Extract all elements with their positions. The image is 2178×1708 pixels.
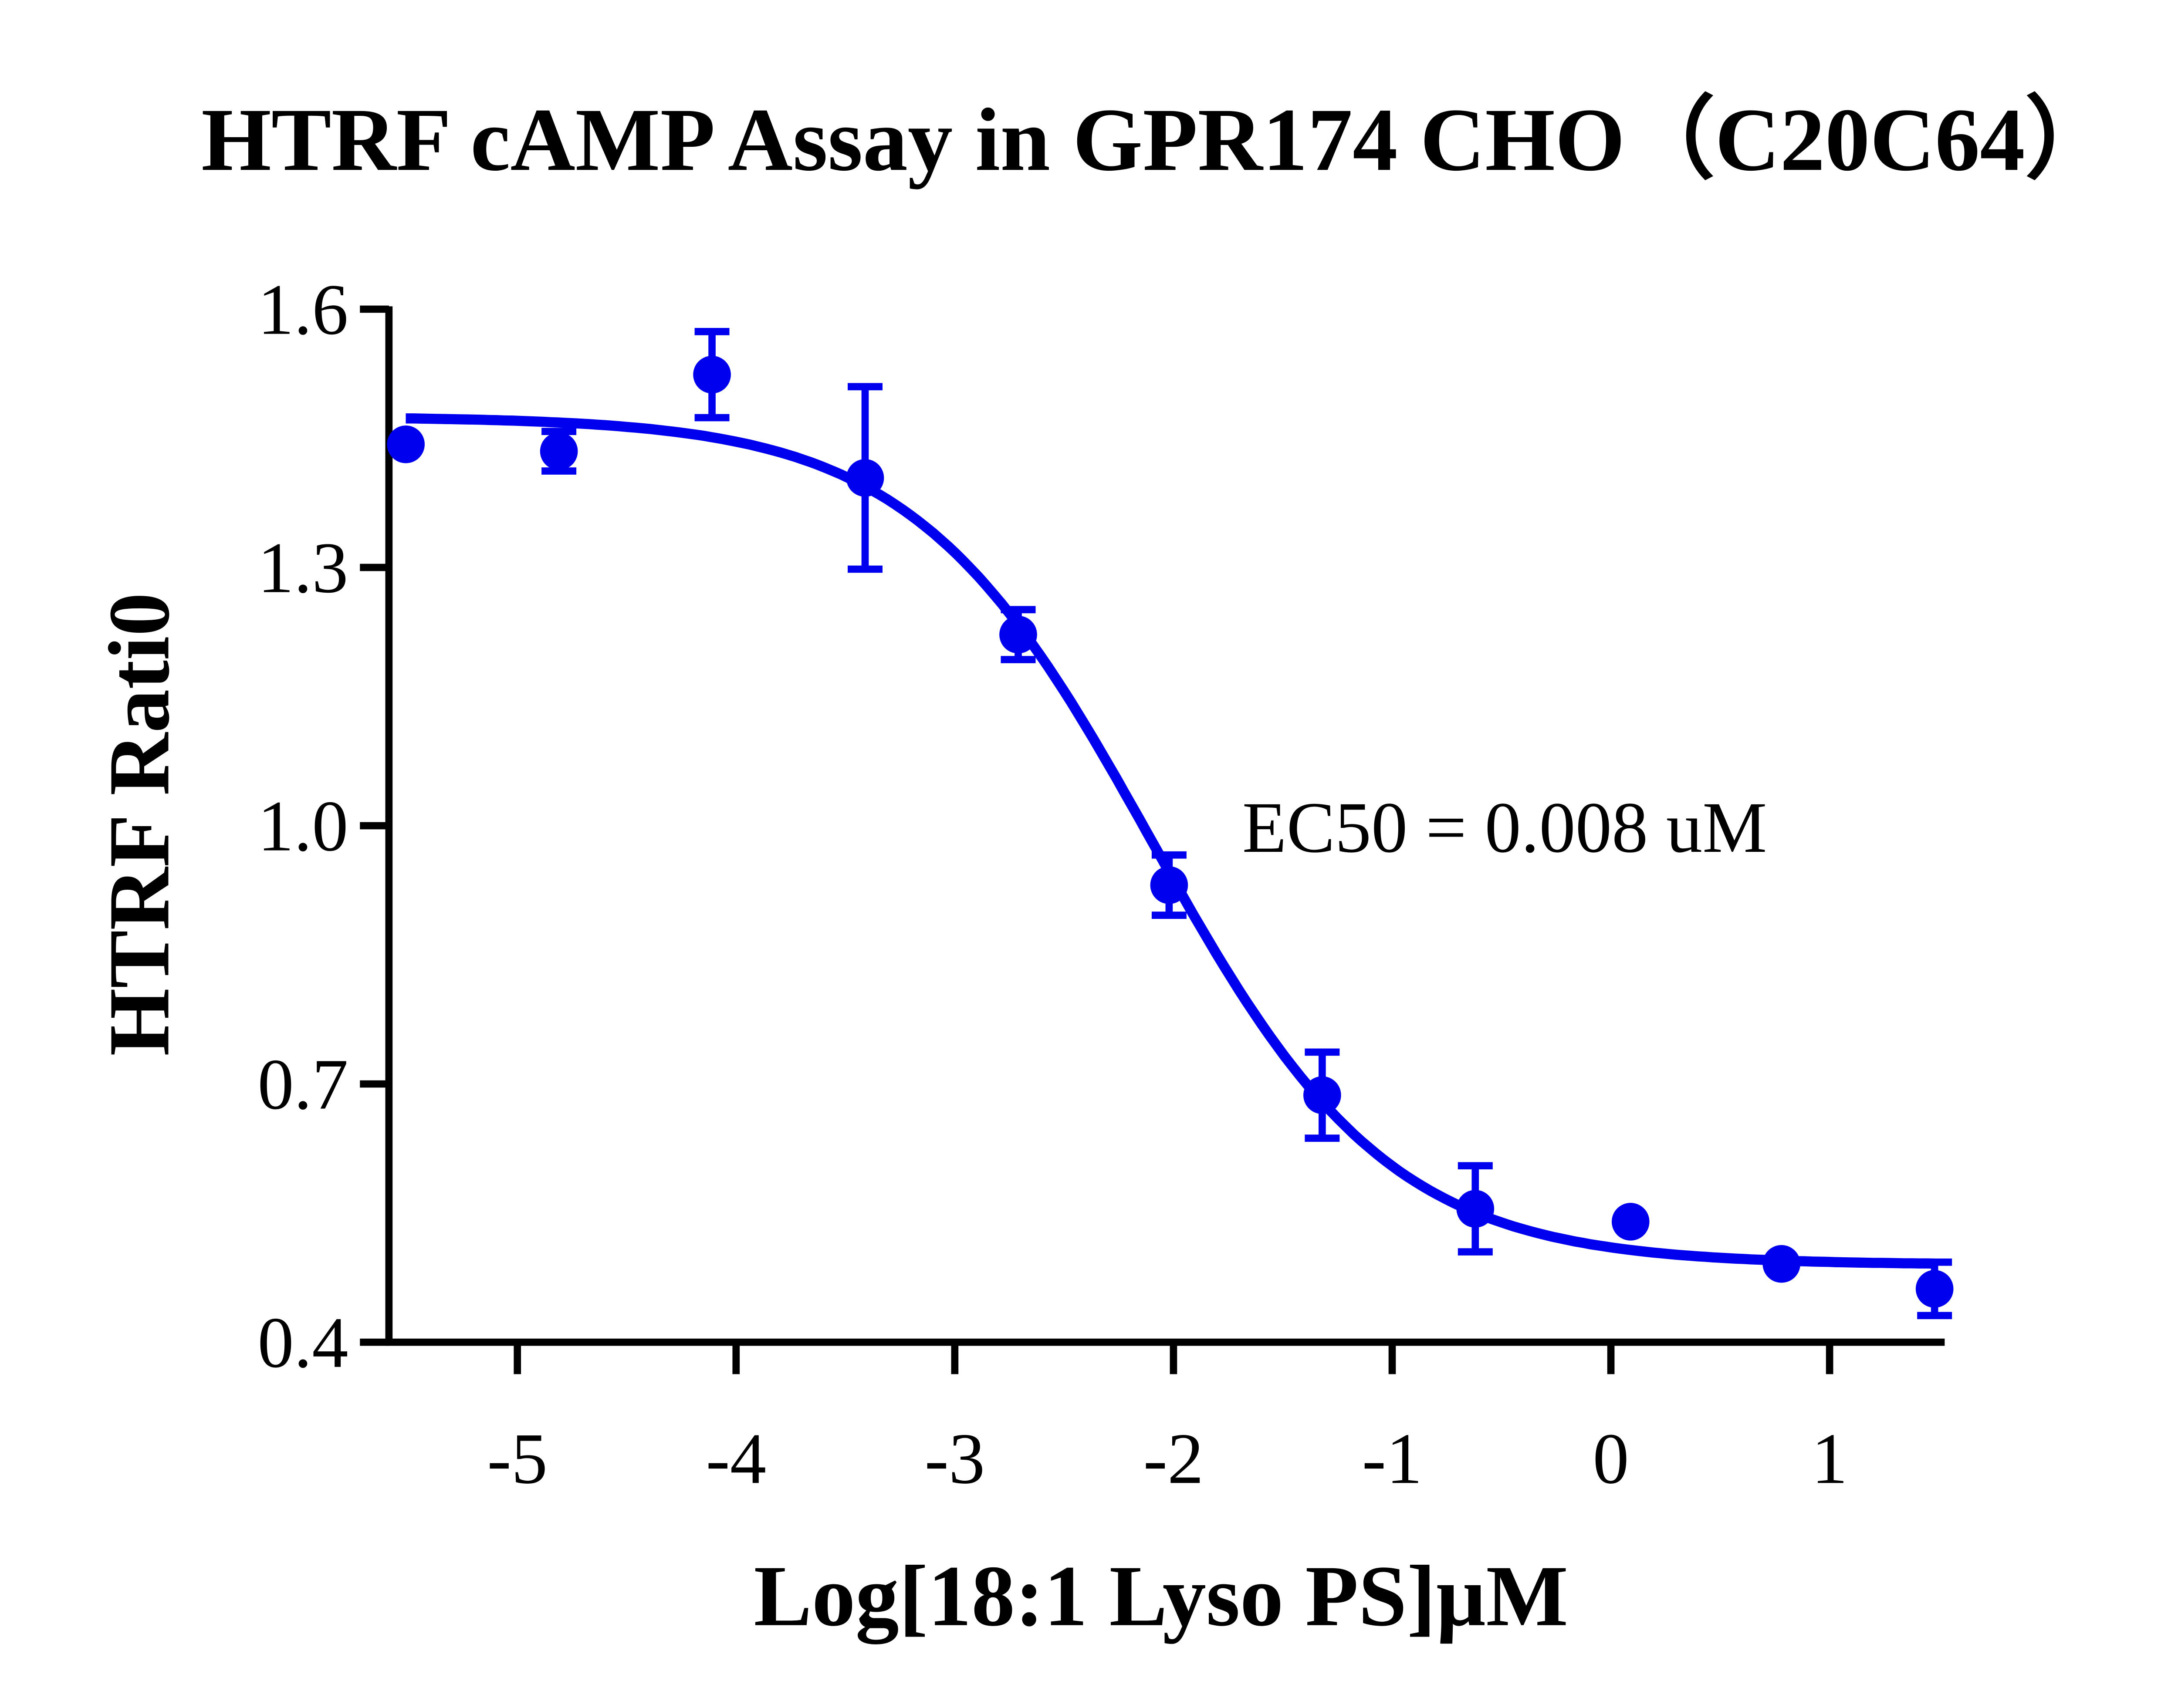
x-tick-label: -3 [924, 1419, 985, 1499]
y-tick-label: 1.6 [257, 270, 348, 350]
axes: 0.4 0.7 1.0 1.3 1.6 -5 -4 -3 -2 -1 0 1 [257, 270, 1945, 1499]
data-point [1915, 1270, 1954, 1308]
data-point [1762, 1245, 1801, 1283]
data-point [1611, 1203, 1650, 1241]
data-point [1456, 1190, 1495, 1228]
x-axis-label: Log[18:1 Lyso PS]µM [754, 1548, 1568, 1644]
y-tick-label: 1.0 [257, 786, 348, 867]
data-point [846, 459, 884, 497]
y-tick-label: 1.3 [257, 528, 348, 608]
data-point [387, 425, 425, 463]
data-point [999, 615, 1037, 654]
plot-area [387, 328, 1954, 1320]
x-tick-label: -4 [706, 1419, 766, 1499]
y-axis-label: HTRF Rati0 [91, 593, 187, 1056]
x-tick-label: 1 [1812, 1419, 1848, 1499]
data-point [693, 355, 731, 394]
x-tick-label: -1 [1362, 1419, 1423, 1499]
ec50-annotation: EC50 = 0.008 uM [1242, 788, 1767, 868]
x-tick-label: 0 [1593, 1419, 1629, 1499]
x-tick-label: -2 [1143, 1419, 1204, 1499]
data-point [540, 432, 578, 470]
data-point [1150, 866, 1188, 904]
data-point [1303, 1076, 1341, 1114]
y-tick-label: 0.4 [257, 1303, 348, 1383]
y-tick-label: 0.7 [257, 1045, 348, 1125]
x-tick-label: -5 [487, 1419, 548, 1499]
chart-title: HTRF cAMP Assay in GPR174 CHO（C20C64） [201, 90, 2115, 189]
